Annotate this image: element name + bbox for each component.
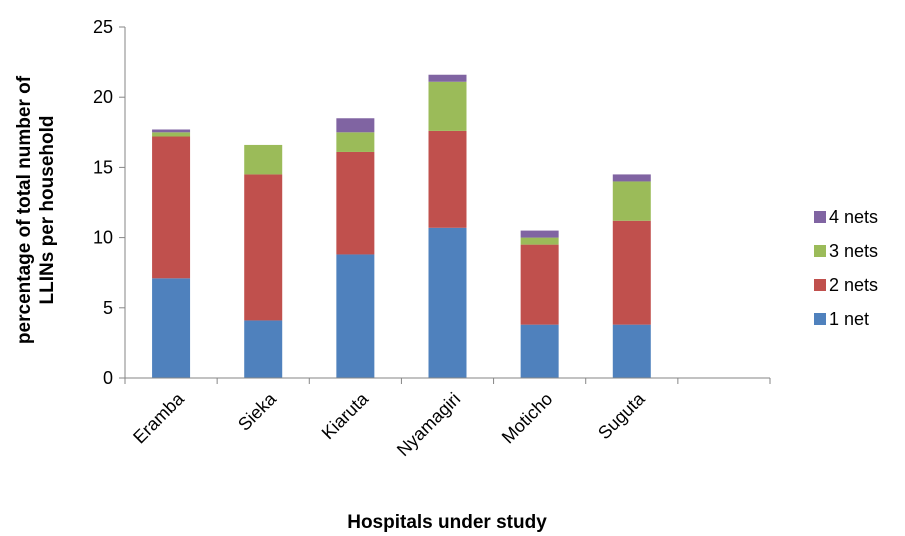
legend-label-4-nets: 4 nets xyxy=(829,207,878,227)
x-axis: Eramba Sieka Kiaruta Nyamagiri Moticho Suguta xyxy=(124,377,771,460)
y-axis-title-line1: percentage of total number of xyxy=(14,75,35,344)
bar-Moticho-series-2 xyxy=(520,237,559,245)
x-axis-title: Hospitals under study xyxy=(347,512,547,533)
plot-area: 0 5 10 15 20 25 Eramba Sieka Kiaruta Nyamagiri Mo… xyxy=(93,17,771,460)
bar-Kiaruta-series-0 xyxy=(336,254,375,378)
bar-Moticho-series-3 xyxy=(520,230,559,238)
bar-Eramba-series-3 xyxy=(152,129,191,133)
y-axis: 0 5 10 15 20 25 xyxy=(93,17,126,388)
y-tick-label: 15 xyxy=(93,157,113,177)
bar-Suguta-series-2 xyxy=(612,181,651,221)
x-tick-label-nyamagiri: Nyamagiri xyxy=(393,389,464,460)
bar-Kiaruta-series-2 xyxy=(336,132,375,152)
bar-Kiaruta-series-3 xyxy=(336,118,375,133)
y-tick-label: 5 xyxy=(103,298,113,318)
bar-Nyamagiri-series-0 xyxy=(428,227,467,378)
legend: 4 nets 3 nets 2 nets 1 net xyxy=(814,207,878,329)
y-axis-title-line2: LLINs per household xyxy=(37,116,58,305)
legend-swatch-4-nets xyxy=(814,211,826,223)
bar-Eramba-series-2 xyxy=(152,132,191,137)
bar-Sieka-series-1 xyxy=(244,174,283,321)
y-tick-label: 25 xyxy=(93,17,113,37)
x-tick-label-moticho: Moticho xyxy=(498,389,557,448)
y-tick-label: 20 xyxy=(93,87,113,107)
x-tick-label-kiaruta: Kiaruta xyxy=(318,388,373,443)
legend-swatch-2-nets xyxy=(814,279,826,291)
bar-Suguta-series-1 xyxy=(612,220,651,325)
legend-label-2-nets: 2 nets xyxy=(829,275,878,295)
bar-Sieka-series-0 xyxy=(244,320,283,378)
bars-layer xyxy=(152,74,651,378)
bar-Nyamagiri-series-1 xyxy=(428,130,467,228)
bar-Sieka-series-2 xyxy=(244,144,283,175)
bar-Suguta-series-0 xyxy=(612,324,651,378)
x-tick-label-eramba: Eramba xyxy=(129,388,188,447)
y-tick-label: 0 xyxy=(103,368,113,388)
x-tick-label-sieka: Sieka xyxy=(234,388,281,435)
x-tick-label-suguta: Suguta xyxy=(594,388,649,443)
bar-Eramba-series-1 xyxy=(152,136,191,279)
legend-label-3-nets: 3 nets xyxy=(829,241,878,261)
legend-swatch-1-net xyxy=(814,313,826,325)
bar-Kiaruta-series-1 xyxy=(336,151,375,255)
bar-Nyamagiri-series-3 xyxy=(428,74,467,82)
bar-Nyamagiri-series-2 xyxy=(428,81,467,131)
bar-Moticho-series-1 xyxy=(520,244,559,325)
bar-Eramba-series-0 xyxy=(152,278,191,378)
y-tick-label: 10 xyxy=(93,228,113,248)
legend-label-1-net: 1 net xyxy=(829,309,869,329)
bar-Moticho-series-0 xyxy=(520,324,559,378)
bar-Suguta-series-3 xyxy=(612,174,651,182)
legend-swatch-3-nets xyxy=(814,245,826,257)
